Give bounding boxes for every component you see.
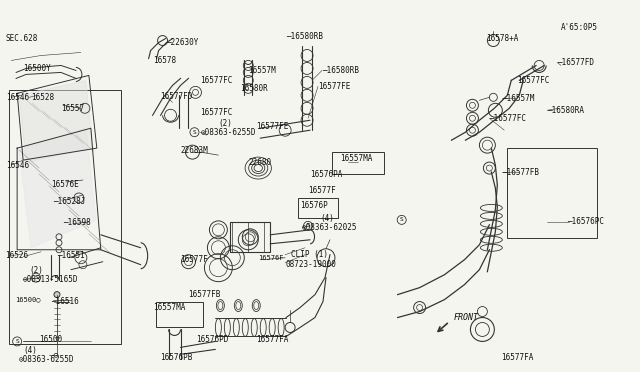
Text: 16577FB: 16577FB — [189, 290, 221, 299]
Text: 16577F: 16577F — [180, 255, 208, 264]
Text: 16577FC: 16577FC — [200, 108, 233, 117]
Text: ─16580RB: ─16580RB — [322, 66, 359, 75]
Text: ─16551: ─16551 — [57, 251, 84, 260]
Text: 16577FE: 16577FE — [318, 82, 350, 91]
Text: S: S — [400, 217, 404, 222]
Circle shape — [54, 353, 58, 357]
Text: A'65:0P5: A'65:0P5 — [561, 23, 598, 32]
Text: (4): (4) — [23, 346, 37, 355]
Text: S: S — [34, 275, 38, 280]
Text: S: S — [306, 223, 310, 228]
Text: ─16516: ─16516 — [51, 297, 79, 306]
Text: 16577FE: 16577FE — [256, 122, 289, 131]
Text: 16576F: 16576F — [258, 255, 284, 261]
Text: ─16598: ─16598 — [63, 218, 91, 227]
Text: 08723-19000: 08723-19000 — [285, 260, 336, 269]
Polygon shape — [19, 80, 93, 162]
Text: 16500: 16500 — [39, 335, 62, 344]
Polygon shape — [19, 128, 96, 248]
Text: 16576PD: 16576PD — [196, 335, 229, 344]
Text: 16576PB: 16576PB — [161, 353, 193, 362]
Bar — [156, 302, 204, 327]
Text: 16578+A: 16578+A — [486, 34, 519, 43]
Text: 16577FC: 16577FC — [200, 76, 233, 85]
Text: 16580R: 16580R — [240, 84, 268, 93]
Text: ⊙08313-5165D: ⊙08313-5165D — [23, 275, 79, 284]
Text: 16526: 16526 — [5, 251, 28, 260]
Text: ─16580RA: ─16580RA — [547, 106, 584, 115]
Bar — [298, 198, 338, 218]
Bar — [332, 152, 384, 174]
Text: 16500Y: 16500Y — [23, 64, 51, 73]
Text: 16500○: 16500○ — [15, 296, 41, 302]
Text: 22680: 22680 — [248, 158, 271, 167]
Text: 16528: 16528 — [31, 93, 54, 102]
Bar — [508, 148, 597, 238]
Text: 16576PA: 16576PA — [310, 170, 342, 179]
Text: 16577FC: 16577FC — [517, 76, 550, 85]
Text: ─16576PC: ─16576PC — [567, 217, 604, 227]
Text: 16546: 16546 — [6, 161, 29, 170]
Text: ─16577FC: ─16577FC — [490, 114, 526, 123]
Text: ─16528J: ─16528J — [53, 198, 85, 206]
Text: (2): (2) — [218, 119, 232, 128]
Bar — [230, 222, 270, 252]
Text: (4): (4) — [320, 214, 334, 223]
Text: S: S — [193, 130, 196, 135]
Bar — [9, 90, 121, 344]
Circle shape — [54, 292, 60, 298]
Text: FRONT: FRONT — [454, 313, 479, 322]
Text: 16577FA: 16577FA — [501, 353, 534, 362]
Text: 16557M: 16557M — [248, 66, 276, 75]
Text: 16557MA: 16557MA — [152, 303, 185, 312]
Text: ─16580RB: ─16580RB — [286, 32, 323, 41]
Text: (2): (2) — [29, 266, 43, 275]
Text: 16578: 16578 — [152, 56, 176, 65]
Text: SEC.628: SEC.628 — [5, 34, 38, 43]
Text: ⊙08363-6255D: ⊙08363-6255D — [19, 355, 75, 364]
Text: CLIP (1): CLIP (1) — [291, 250, 328, 259]
Text: 16577FD: 16577FD — [161, 92, 193, 101]
Text: 16557MA: 16557MA — [340, 154, 372, 163]
Text: ─16577FD: ─16577FD — [557, 58, 594, 67]
Text: 16576P: 16576P — [300, 201, 328, 211]
Text: S: S — [15, 339, 19, 344]
Text: ⊙08363-62025: ⊙08363-62025 — [302, 223, 358, 232]
Text: ⊙08363-6255D: ⊙08363-6255D — [200, 128, 256, 137]
Text: ─16577FB: ─16577FB — [502, 167, 540, 177]
Text: 16576E: 16576E — [51, 180, 79, 189]
Text: 16577F: 16577F — [308, 186, 336, 195]
Text: 16557: 16557 — [61, 104, 84, 113]
Text: 22683M: 22683M — [180, 145, 208, 155]
Text: 16546: 16546 — [6, 93, 29, 102]
Text: 16577FA: 16577FA — [256, 335, 289, 344]
Text: ─22630Y: ─22630Y — [166, 38, 199, 47]
Text: ─16557M: ─16557M — [502, 94, 534, 103]
